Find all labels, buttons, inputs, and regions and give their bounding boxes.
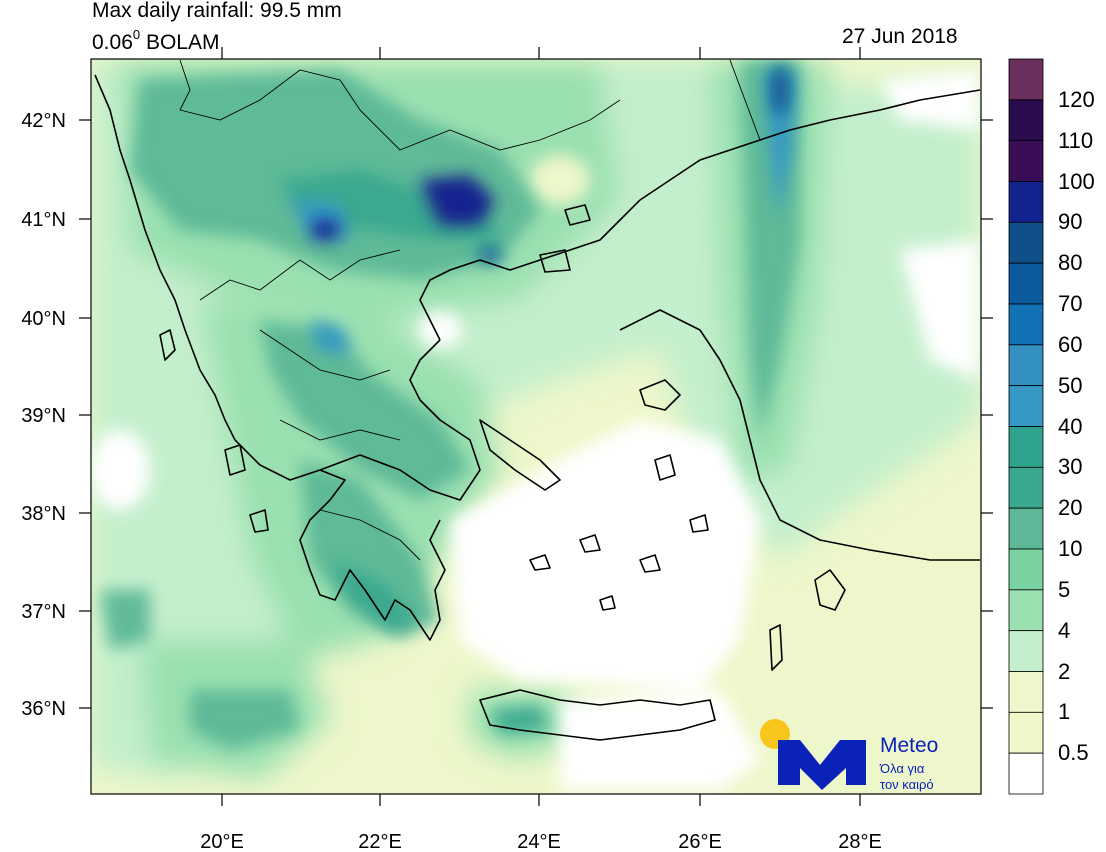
legend-label: 30 (1058, 454, 1083, 480)
legend-label: 120 (1058, 86, 1095, 112)
legend-swatch (1008, 99, 1044, 142)
legend-swatch (1008, 466, 1044, 509)
legend-label: 10 (1058, 536, 1083, 561)
legend-label: 4 (1058, 617, 1071, 643)
lat-label-36: 36°N (21, 698, 66, 720)
lat-ticks (79, 119, 993, 709)
logo-brand: Meteo (880, 734, 939, 757)
degree-superscript: 0 (132, 27, 141, 42)
legend-label: 0.5 (1058, 740, 1089, 766)
plot-frame (90, 58, 982, 795)
legend-label: 80 (1058, 250, 1083, 276)
lon-label-20: 20°E (200, 831, 244, 852)
legend-swatch (1008, 507, 1044, 550)
legend-label: 70 (1058, 291, 1083, 316)
legend-swatch (1008, 140, 1044, 182)
legend-colorbar (1008, 58, 1044, 795)
legend-swatch (1008, 548, 1044, 591)
rainfall-field (91, 59, 981, 794)
coastlines (94, 74, 981, 741)
legend-swatch (1008, 589, 1044, 632)
legend-label: 110 (1058, 127, 1094, 153)
map-title: Max daily rainfall: 99.5 mm (92, 0, 342, 22)
lat-label-37: 37°N (21, 601, 66, 623)
legend-swatch (1008, 671, 1044, 713)
lon-label-26: 26°E (678, 831, 722, 852)
logo-tagline-1: Όλα για (880, 761, 925, 776)
legend-swatch (1008, 181, 1044, 223)
legend-label: 100 (1058, 168, 1095, 194)
legend-swatch (1008, 58, 1044, 101)
legend-swatch (1008, 262, 1044, 305)
lon-label-22: 22°E (358, 831, 402, 852)
legend-label: 50 (1058, 372, 1083, 398)
legend-swatch (1008, 221, 1044, 264)
lat-label-41: 41°N (21, 209, 66, 231)
meteo-m-mark-icon (778, 740, 866, 790)
meteo-logo (760, 719, 866, 790)
lon-ticks (221, 47, 861, 806)
lat-label-40: 40°N (21, 308, 66, 330)
map-date: 27 Jun 2018 (842, 25, 958, 48)
legend-swatch (1008, 303, 1044, 346)
legend-swatch (1008, 711, 1044, 754)
legend-label: 40 (1058, 413, 1083, 439)
legend-label: 90 (1058, 209, 1083, 235)
lon-label-28: 28°E (838, 831, 882, 852)
admin-borders (179, 59, 761, 561)
resolution-value: 0.06 (92, 31, 133, 54)
legend-label: 1 (1058, 699, 1071, 725)
lon-label-24: 24°E (517, 831, 561, 852)
legend-label: 20 (1058, 495, 1083, 521)
legend-label: 2 (1058, 658, 1071, 684)
model-name: BOLAM (145, 31, 220, 54)
model-info: 0.060 BOLAM (92, 26, 219, 54)
legend-label: 60 (1058, 331, 1083, 357)
legend-swatch (1008, 752, 1044, 795)
legend-swatch (1008, 630, 1044, 672)
legend-swatch (1008, 385, 1044, 427)
lat-label-39: 39°N (21, 405, 66, 427)
logo-tagline-2: τον καιρό (880, 777, 934, 792)
legend-label: 5 (1058, 576, 1071, 602)
lat-label-42: 42°N (21, 110, 66, 132)
legend-swatch (1008, 426, 1044, 468)
legend-swatch (1008, 344, 1044, 387)
lat-label-38: 38°N (21, 503, 66, 525)
